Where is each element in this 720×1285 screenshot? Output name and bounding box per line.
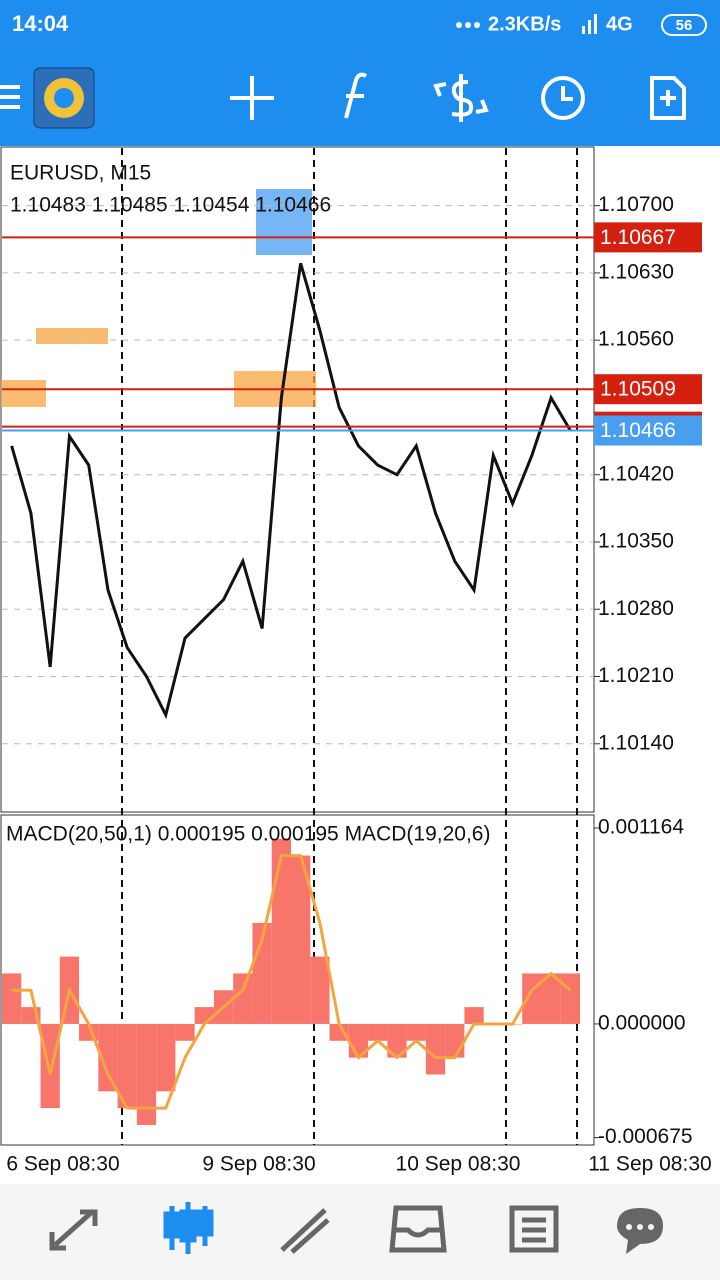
crosshair-button[interactable] (230, 76, 274, 120)
histogram-bar (387, 1023, 407, 1058)
indicators-button[interactable] (344, 72, 367, 119)
price-line (10, 262, 572, 720)
quote-line: 1.10483 1.10485 1.10454 1.10466 (10, 194, 331, 217)
y-tick-label: 1.10420 (598, 462, 674, 485)
news-tab[interactable] (509, 1205, 559, 1253)
histogram-bar (271, 838, 291, 1024)
network: 4G (606, 13, 633, 35)
macd-title: MACD(20,50,1) 0.000195 0.000195 MACD(19,… (6, 823, 490, 846)
histogram-bar (98, 1023, 118, 1092)
x-tick-label: 6 Sep 08:30 (6, 1153, 119, 1176)
battery (661, 14, 707, 36)
level-label: 1.10466 (600, 419, 676, 442)
histogram-bar (233, 973, 253, 1024)
history-tab[interactable] (389, 1205, 447, 1253)
price-line (11, 854, 572, 1110)
templates-button[interactable] (650, 76, 686, 120)
histogram-bar (2, 973, 22, 1024)
trade-tab[interactable] (280, 1208, 330, 1254)
y-tick-label: 0.000000 (598, 1011, 686, 1034)
histogram-bar (117, 1023, 137, 1109)
quotes-tab[interactable] (49, 1209, 98, 1251)
battery-level: 56 (676, 17, 693, 34)
period-button[interactable] (541, 76, 585, 120)
macd-pane (0, 814, 595, 1146)
histogram-bar (291, 855, 311, 1024)
y-tick-label: 1.10140 (598, 731, 674, 754)
histogram-bar (329, 1023, 349, 1041)
histogram-bar (464, 1007, 484, 1024)
y-tick-label: -0.000675 (598, 1125, 693, 1148)
histogram-bar (156, 1023, 176, 1092)
histogram-bar (368, 1023, 388, 1041)
menu-button[interactable] (0, 85, 20, 109)
y-tick-label: 1.10350 (598, 530, 674, 553)
histogram-bar (252, 922, 272, 1024)
histogram-bar (406, 1023, 426, 1041)
histogram-bar (560, 973, 580, 1024)
symbol-title: EURUSD, M15 (10, 162, 151, 185)
level-tag (594, 374, 702, 405)
histogram-bar (522, 973, 542, 1024)
level-label: 1.10667 (600, 226, 676, 249)
x-tick-label: 11 Sep 08:30 (588, 1153, 711, 1176)
y-tick-label: 1.10280 (598, 597, 674, 620)
net-speed: 2.3KB/s (488, 13, 561, 35)
histogram-bar (40, 1023, 60, 1109)
histogram-bar (310, 956, 330, 1024)
histogram-bar (445, 1023, 465, 1058)
plot: 1.10700 1.10630 1.10560 1.10420 1.10350 1.102… (2, 193, 712, 1176)
y-tick-label: 1.10210 (598, 664, 674, 687)
y-tick-label: 1.10700 (598, 193, 674, 216)
level-tag (594, 415, 702, 446)
y-tick-label: 0.001164 (598, 816, 684, 839)
bottom-nav (0, 1184, 720, 1280)
x-tick-label: 10 Sep 08:30 (396, 1153, 521, 1176)
histogram-bar (541, 973, 561, 1024)
histogram-bar (175, 1023, 195, 1041)
trade-button[interactable] (433, 74, 489, 122)
histogram-bar (194, 1007, 214, 1024)
histogram-bar (136, 1023, 157, 1125)
app-icon[interactable] (33, 67, 95, 129)
chat-tab[interactable] (617, 1208, 663, 1254)
level-tag (594, 222, 702, 253)
clock: 14:04 (12, 11, 69, 36)
level-label: 1.10509 (600, 378, 676, 401)
y-tick-label: 1.10630 (598, 260, 674, 283)
y-tick-label: 1.10560 (598, 328, 674, 351)
chart-tab[interactable] (163, 1202, 214, 1254)
price-pane (0, 146, 595, 813)
histogram-bar (425, 1023, 446, 1075)
x-tick-label: 9 Sep 08:30 (202, 1153, 315, 1176)
status-icons (456, 14, 597, 34)
